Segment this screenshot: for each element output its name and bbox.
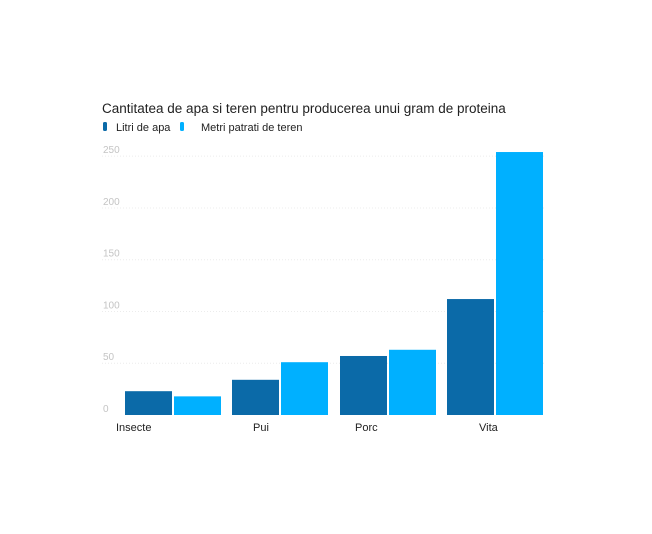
y-tick-label: 150 bbox=[103, 249, 120, 260]
bar-vita-litri-de-apa bbox=[447, 299, 494, 415]
x-category-label-porc: Porc bbox=[355, 422, 378, 434]
x-category-label-vita: Vita bbox=[479, 422, 499, 434]
y-tick-label: 50 bbox=[103, 352, 115, 363]
bar-insecte-metri-patrati bbox=[174, 396, 221, 415]
bar-insecte-litri-de-apa bbox=[125, 391, 172, 415]
legend-label-metri-patrati: Metri patrati de teren bbox=[201, 122, 303, 134]
bar-pui-metri-patrati bbox=[281, 362, 328, 415]
y-axis-ticks: 0 50 100 150 200 250 bbox=[103, 145, 120, 415]
bars bbox=[125, 152, 543, 416]
y-tick-label: 250 bbox=[103, 145, 120, 156]
bar-porc-metri-patrati bbox=[389, 349, 436, 415]
y-tick-label: 200 bbox=[103, 197, 120, 208]
y-tick-label: 0 bbox=[103, 404, 109, 415]
x-category-label-insecte: Insecte bbox=[116, 422, 151, 434]
chart-title: Cantitatea de apa si teren pentru produc… bbox=[102, 101, 506, 116]
legend: Litri de apa Metri patrati de teren bbox=[103, 122, 303, 134]
y-tick-label: 100 bbox=[103, 300, 120, 311]
bar-pui-litri-de-apa bbox=[232, 379, 279, 415]
x-category-label-pui: Pui bbox=[253, 422, 269, 434]
bar-porc-litri-de-apa bbox=[340, 355, 387, 415]
legend-label-litri-de-apa: Litri de apa bbox=[116, 122, 171, 134]
legend-swatch-litri-de-apa bbox=[103, 122, 107, 131]
x-axis-categories: Insecte Pui Porc Vita bbox=[116, 422, 499, 434]
bar-vita-metri-patrati bbox=[496, 152, 543, 416]
legend-swatch-metri-patrati bbox=[180, 122, 184, 131]
